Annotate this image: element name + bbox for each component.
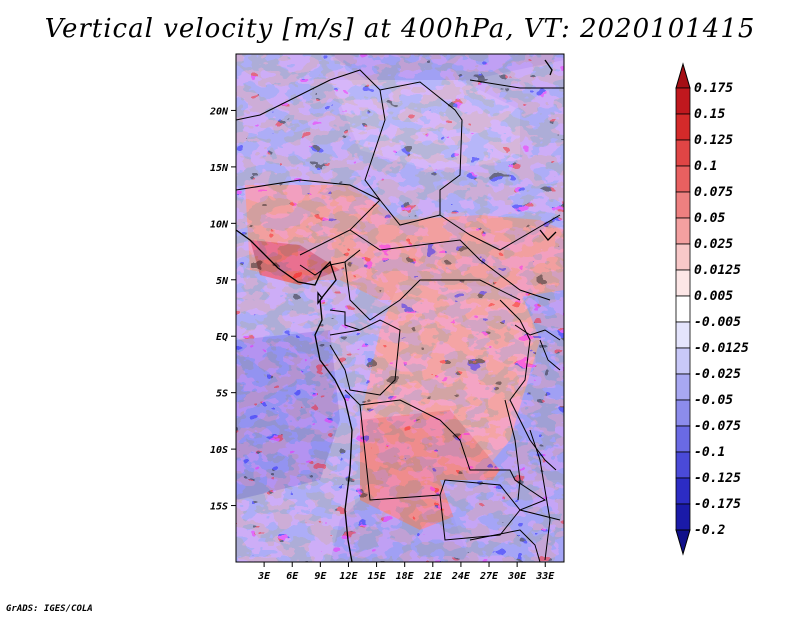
colorbar-swatch bbox=[675, 191, 691, 219]
colorbar-label: 0.05 bbox=[694, 211, 725, 226]
country-borders bbox=[236, 69, 564, 562]
colorbar-label: 0.125 bbox=[694, 133, 733, 148]
lon-tick-label: 21E bbox=[423, 571, 443, 582]
colorbar-swatch bbox=[675, 347, 691, 375]
lat-tick-label: 15N bbox=[210, 163, 229, 174]
coastline bbox=[236, 59, 557, 562]
colorbar-swatch bbox=[675, 165, 691, 193]
latitude-axis: 20N 15N 10N 5N EQ 5S 10S 15S bbox=[209, 106, 236, 513]
lat-tick-label: 5N bbox=[216, 276, 229, 287]
lon-tick-label: 27E bbox=[479, 571, 499, 582]
lon-tick-label: 24E bbox=[451, 571, 471, 582]
lat-tick-label: 20N bbox=[209, 106, 229, 117]
lat-tick-label: 10N bbox=[210, 219, 229, 230]
colorbar-swatch bbox=[675, 243, 691, 271]
lon-tick-label: 6E bbox=[286, 571, 299, 582]
colorbar-swatch bbox=[675, 113, 691, 141]
colorbar-top-arrow bbox=[675, 62, 691, 89]
colorbar-swatch bbox=[675, 425, 691, 453]
lon-tick-label: 15E bbox=[368, 571, 387, 582]
colorbar-swatch bbox=[675, 295, 691, 323]
colorbar-label: -0.05 bbox=[694, 393, 733, 408]
lon-tick-label: 33E bbox=[535, 571, 555, 582]
colorbar-label: 0.025 bbox=[694, 237, 733, 252]
colorbar-label: 0.0125 bbox=[694, 263, 741, 278]
colorbar-label: -0.175 bbox=[694, 497, 741, 512]
colorbar-label: 0.1 bbox=[694, 159, 717, 174]
colorbar-label: -0.2 bbox=[694, 523, 725, 538]
colorbar-swatch bbox=[675, 217, 691, 245]
colorbar-swatch bbox=[675, 373, 691, 401]
longitude-axis: 3E 6E 9E 12E 15E 18E 21E 24E 27E 30E 33E bbox=[257, 562, 555, 582]
colorbar-label: -0.125 bbox=[694, 471, 741, 486]
lon-tick-label: 12E bbox=[339, 571, 358, 582]
colorbar-label: -0.0125 bbox=[694, 341, 749, 356]
lat-tick-label: 5S bbox=[216, 389, 228, 400]
lat-tick-label: 15S bbox=[210, 502, 228, 513]
colorbar-label: 0.175 bbox=[694, 81, 733, 96]
colorbar-swatch bbox=[675, 503, 691, 531]
lon-tick-label: 30E bbox=[507, 571, 527, 582]
colorbar-swatch bbox=[675, 87, 691, 115]
colorbar-label: -0.025 bbox=[694, 367, 741, 382]
lat-tick-label: EQ bbox=[216, 332, 228, 343]
lon-tick-label: 18E bbox=[396, 571, 415, 582]
colorbar-swatch bbox=[675, 139, 691, 167]
colorbar: 0.175 0.15 0.125 0.1 0.075 0.05 0.025 0.0125 0.0… bbox=[675, 62, 749, 556]
lat-tick-label: 10S bbox=[210, 445, 228, 456]
colorbar-swatch bbox=[675, 269, 691, 297]
colorbar-bottom-arrow bbox=[675, 529, 691, 556]
colorbar-label: 0.15 bbox=[694, 107, 725, 122]
chart-title: Vertical velocity [m/s] at 400hPa, VT: 2… bbox=[44, 14, 756, 44]
colorbar-swatch bbox=[675, 321, 691, 349]
colorbar-label: 0.075 bbox=[694, 185, 733, 200]
map-frame bbox=[235, 53, 565, 563]
colorbar-label: -0.1 bbox=[694, 445, 725, 460]
colorbar-swatch bbox=[675, 451, 691, 479]
colorbar-swatch bbox=[675, 477, 691, 505]
colorbar-swatch bbox=[675, 399, 691, 427]
velocity-field bbox=[236, 54, 564, 562]
colorbar-label: 0.005 bbox=[694, 289, 733, 304]
lon-tick-label: 9E bbox=[314, 571, 327, 582]
lon-tick-label: 3E bbox=[257, 571, 271, 582]
colorbar-label: -0.005 bbox=[694, 315, 741, 330]
colorbar-label: -0.075 bbox=[694, 419, 741, 434]
footer-credit: GrADS: IGES/COLA bbox=[6, 604, 93, 614]
